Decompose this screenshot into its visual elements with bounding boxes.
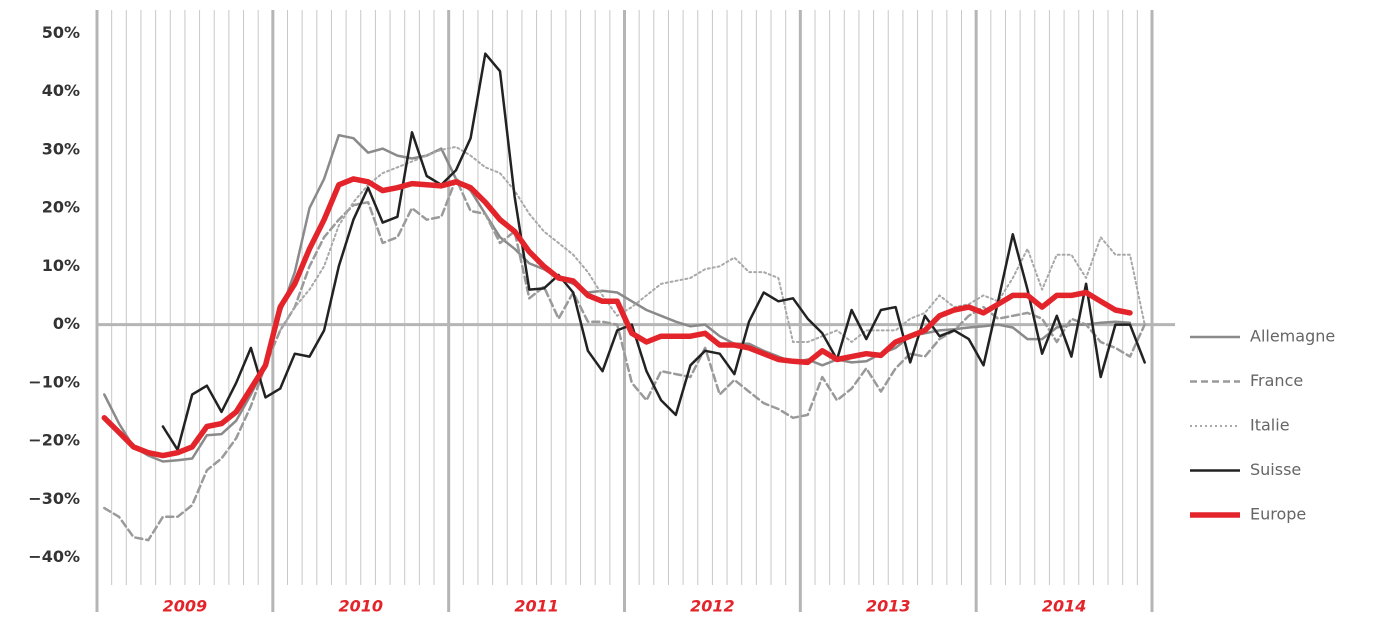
series-line	[279, 145, 1146, 343]
series-line	[103, 177, 1146, 542]
y-tick-label: −20%	[28, 431, 80, 450]
legend-label: Suisse	[1250, 460, 1301, 479]
y-tick-label: 30%	[42, 139, 80, 158]
x-tick-label: 2013	[866, 597, 911, 616]
y-tick-label: 0%	[53, 314, 80, 333]
legend-label: Allemagne	[1250, 327, 1335, 346]
y-tick-label: −10%	[28, 372, 80, 391]
x-tick-label: 2012	[690, 597, 735, 616]
legend-label: Italie	[1250, 416, 1290, 435]
legend-label: France	[1250, 371, 1303, 390]
y-tick-label: 50%	[42, 23, 80, 42]
y-tick-label: 10%	[42, 256, 80, 275]
y-tick-label: −30%	[28, 489, 80, 508]
legend-label: Europe	[1250, 505, 1306, 524]
x-tick-label: 2011	[514, 597, 559, 616]
x-tick-label: 2010	[338, 597, 383, 616]
x-tick-label: 2014	[1042, 597, 1087, 616]
series-line	[161, 52, 1146, 452]
y-tick-label: 40%	[42, 81, 80, 100]
y-tick-label: 20%	[42, 198, 80, 217]
x-tick-label: 2009	[163, 597, 208, 616]
y-tick-label: −40%	[28, 547, 80, 566]
series-line	[101, 176, 1133, 459]
